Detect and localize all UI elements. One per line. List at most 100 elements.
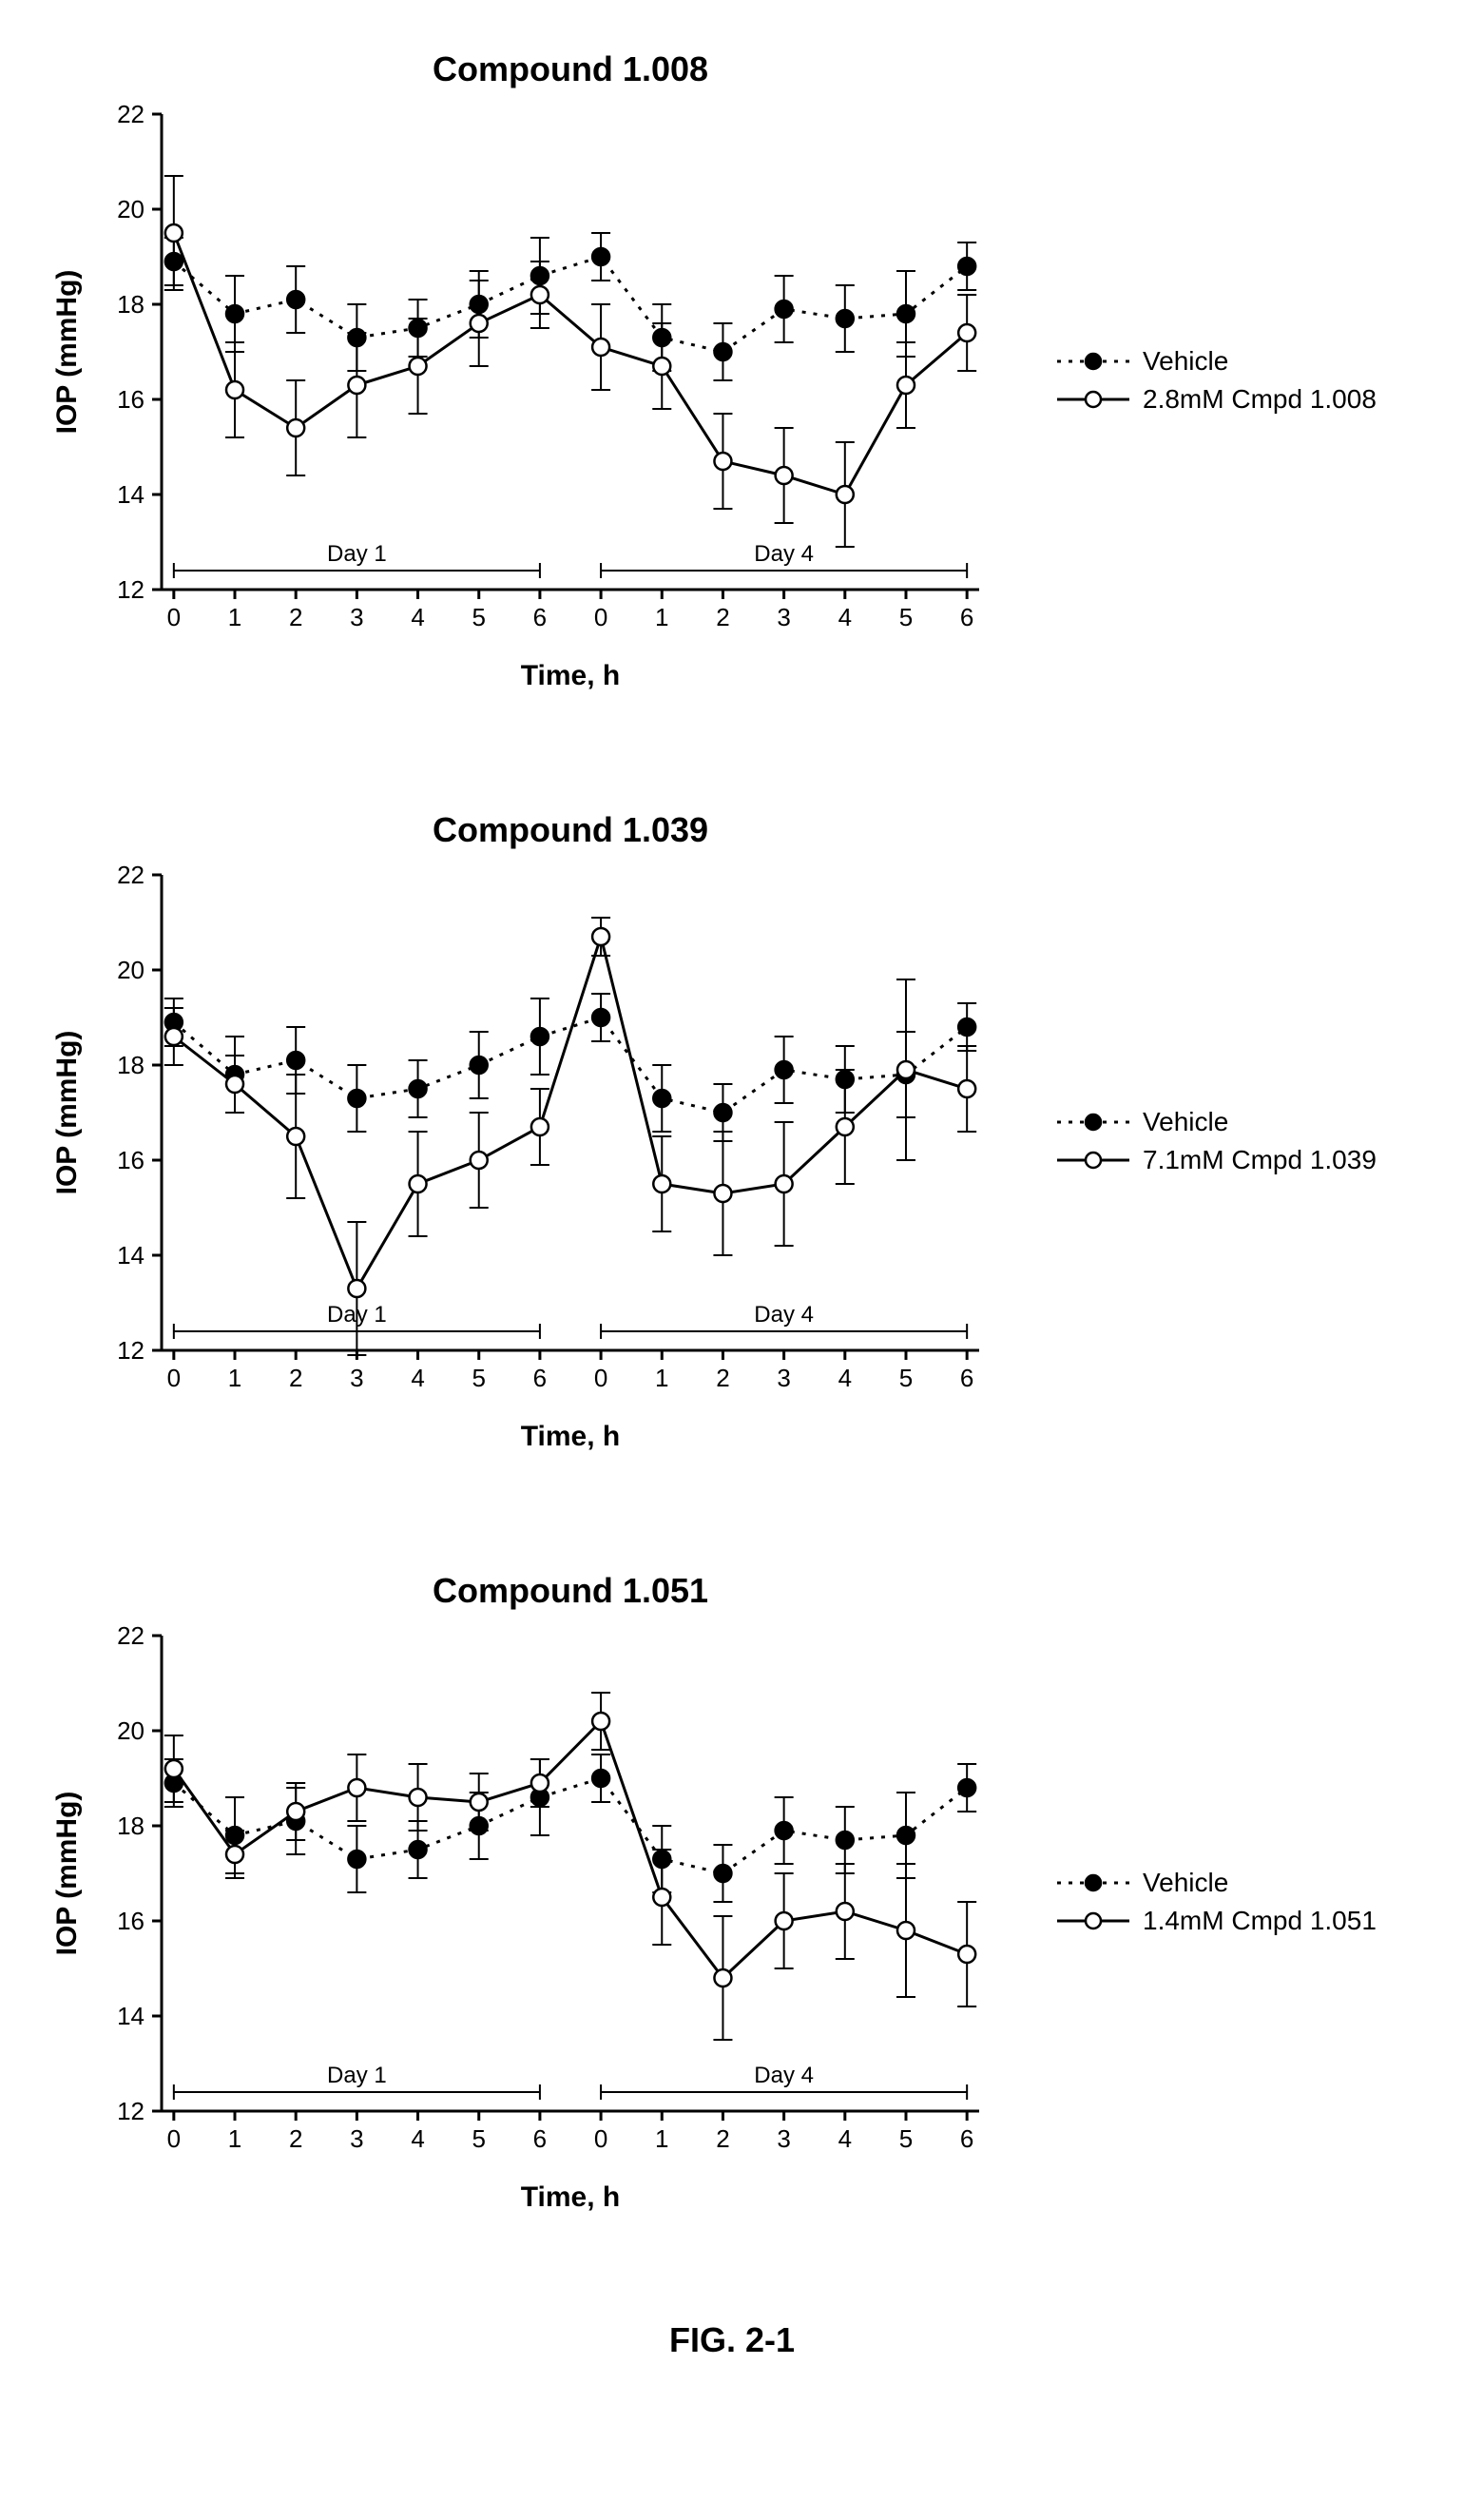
legend-item-compound: 2.8mM Cmpd 1.008	[1055, 384, 1377, 415]
x-tick-label: 3	[350, 1364, 363, 1392]
y-tick-label: 16	[117, 385, 144, 414]
day-label: Day 1	[327, 2063, 387, 2088]
y-tick-label: 18	[117, 290, 144, 319]
x-tick-label: 6	[960, 2124, 973, 2153]
x-tick-label: 2	[289, 603, 302, 631]
x-tick-label: 0	[594, 2124, 607, 2153]
day-label: Day 4	[754, 1302, 814, 1328]
legend: Vehicle 1.4mM Cmpd 1.051	[1055, 1860, 1377, 1944]
y-axis-label: IOP (mmHg)	[51, 270, 83, 435]
x-tick-label: 2	[716, 1364, 729, 1392]
legend-item-vehicle: Vehicle	[1055, 346, 1377, 377]
x-axis-label: Time, h	[521, 1421, 620, 1452]
chart-panel: Compound 1.008121416182022IOP (mmHg)0123…	[19, 38, 1445, 723]
x-tick-label: 1	[655, 2124, 668, 2153]
x-tick-label: 1	[655, 1364, 668, 1392]
legend: Vehicle 2.8mM Cmpd 1.008	[1055, 339, 1377, 422]
x-tick-label: 5	[472, 603, 485, 631]
x-tick-label: 0	[167, 603, 181, 631]
x-tick-label: 3	[350, 603, 363, 631]
x-tick-label: 0	[167, 1364, 181, 1392]
chart-svg: Compound 1.039121416182022IOP (mmHg)0123…	[19, 799, 1017, 1483]
legend-label: Vehicle	[1143, 1107, 1228, 1137]
legend-item-vehicle: Vehicle	[1055, 1868, 1377, 1898]
y-tick-label: 18	[117, 1812, 144, 1840]
x-tick-label: 6	[533, 2124, 547, 2153]
y-tick-label: 20	[117, 195, 144, 223]
x-tick-label: 4	[838, 1364, 852, 1392]
figure-label: FIG. 2-1	[19, 2320, 1445, 2360]
legend-label: Vehicle	[1143, 1868, 1228, 1898]
day-label: Day 4	[754, 541, 814, 567]
legend-item-vehicle: Vehicle	[1055, 1107, 1377, 1137]
y-tick-label: 22	[117, 1621, 144, 1650]
y-tick-label: 22	[117, 100, 144, 128]
x-tick-label: 2	[289, 1364, 302, 1392]
x-tick-label: 4	[838, 2124, 852, 2153]
x-tick-label: 6	[533, 603, 547, 631]
x-tick-label: 2	[716, 2124, 729, 2153]
y-tick-label: 20	[117, 1716, 144, 1745]
legend: Vehicle 7.1mM Cmpd 1.039	[1055, 1099, 1377, 1183]
x-tick-label: 1	[655, 603, 668, 631]
chart-svg: Compound 1.008121416182022IOP (mmHg)0123…	[19, 38, 1017, 723]
y-tick-label: 18	[117, 1051, 144, 1079]
x-tick-label: 6	[960, 1364, 973, 1392]
legend-item-compound: 1.4mM Cmpd 1.051	[1055, 1906, 1377, 1936]
x-tick-label: 0	[167, 2124, 181, 2153]
y-tick-label: 14	[117, 480, 144, 509]
legend-swatch-icon	[1055, 1108, 1131, 1136]
x-tick-label: 5	[899, 1364, 913, 1392]
x-tick-label: 1	[228, 603, 241, 631]
x-tick-label: 5	[472, 1364, 485, 1392]
x-tick-label: 3	[350, 2124, 363, 2153]
x-tick-label: 2	[289, 2124, 302, 2153]
y-axis-label: IOP (mmHg)	[51, 1792, 83, 1956]
x-tick-label: 0	[594, 603, 607, 631]
x-tick-label: 4	[411, 603, 424, 631]
x-tick-label: 4	[411, 1364, 424, 1392]
chart-panel: Compound 1.051121416182022IOP (mmHg)0123…	[19, 1560, 1445, 2244]
y-tick-label: 16	[117, 1907, 144, 1935]
x-tick-label: 6	[533, 1364, 547, 1392]
x-axis-label: Time, h	[521, 2181, 620, 2213]
day-label: Day 4	[754, 2063, 814, 2088]
x-tick-label: 5	[899, 2124, 913, 2153]
y-tick-label: 14	[117, 1241, 144, 1270]
y-tick-label: 12	[117, 1336, 144, 1365]
x-tick-label: 3	[777, 1364, 790, 1392]
y-tick-label: 22	[117, 861, 144, 889]
day-label: Day 1	[327, 541, 387, 567]
y-tick-label: 12	[117, 575, 144, 604]
x-tick-label: 0	[594, 1364, 607, 1392]
legend-swatch-icon	[1055, 347, 1131, 376]
legend-label: 1.4mM Cmpd 1.051	[1143, 1906, 1377, 1936]
y-tick-label: 14	[117, 2002, 144, 2030]
legend-label: 2.8mM Cmpd 1.008	[1143, 384, 1377, 415]
x-tick-label: 6	[960, 603, 973, 631]
legend-swatch-icon	[1055, 385, 1131, 414]
legend-swatch-icon	[1055, 1907, 1131, 1935]
x-axis-label: Time, h	[521, 660, 620, 691]
x-tick-label: 4	[838, 603, 852, 631]
chart-panel: Compound 1.039121416182022IOP (mmHg)0123…	[19, 799, 1445, 1483]
chart-title: Compound 1.008	[433, 49, 708, 88]
legend-swatch-icon	[1055, 1146, 1131, 1174]
chart-title: Compound 1.039	[433, 810, 708, 849]
x-tick-label: 5	[472, 2124, 485, 2153]
x-tick-label: 4	[411, 2124, 424, 2153]
legend-label: 7.1mM Cmpd 1.039	[1143, 1145, 1377, 1175]
x-tick-label: 1	[228, 2124, 241, 2153]
legend-label: Vehicle	[1143, 346, 1228, 377]
y-tick-label: 20	[117, 956, 144, 984]
legend-item-compound: 7.1mM Cmpd 1.039	[1055, 1145, 1377, 1175]
chart-svg: Compound 1.051121416182022IOP (mmHg)0123…	[19, 1560, 1017, 2244]
legend-swatch-icon	[1055, 1869, 1131, 1897]
x-tick-label: 1	[228, 1364, 241, 1392]
x-tick-label: 3	[777, 2124, 790, 2153]
x-tick-label: 2	[716, 603, 729, 631]
y-axis-label: IOP (mmHg)	[51, 1031, 83, 1195]
chart-title: Compound 1.051	[433, 1571, 708, 1610]
panels-mount: Compound 1.008121416182022IOP (mmHg)0123…	[19, 38, 1445, 2244]
figure-container: Compound 1.008121416182022IOP (mmHg)0123…	[19, 38, 1445, 2360]
